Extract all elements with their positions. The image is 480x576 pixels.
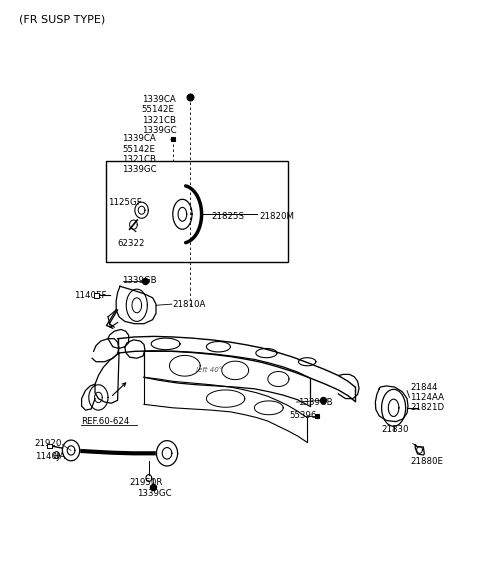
Text: 62322: 62322 xyxy=(118,238,145,248)
Text: 1339GB: 1339GB xyxy=(122,276,157,285)
Polygon shape xyxy=(135,202,148,218)
Text: 21920: 21920 xyxy=(35,439,62,448)
Text: 21820M: 21820M xyxy=(259,212,294,221)
Text: left 40°: left 40° xyxy=(196,367,222,373)
Text: (FR SUSP TYPE): (FR SUSP TYPE) xyxy=(19,14,106,24)
Text: 21810A: 21810A xyxy=(173,300,206,309)
Text: 21825S: 21825S xyxy=(211,212,244,221)
Text: 21844
1124AA
21821D: 21844 1124AA 21821D xyxy=(410,382,444,412)
Bar xyxy=(106,161,288,262)
Polygon shape xyxy=(156,441,178,466)
Text: 21830: 21830 xyxy=(382,425,409,434)
Text: 21880E: 21880E xyxy=(410,457,444,467)
Text: 1140EF: 1140EF xyxy=(74,291,107,300)
Text: 21950R: 21950R xyxy=(130,478,163,487)
Polygon shape xyxy=(130,220,137,229)
Bar xyxy=(47,444,52,448)
Text: 1339CA
55142E
1321CB
1339GC: 1339CA 55142E 1321CB 1339GC xyxy=(122,134,157,175)
Text: 1339GC: 1339GC xyxy=(137,489,171,498)
Bar xyxy=(94,293,99,298)
Polygon shape xyxy=(62,440,80,461)
Polygon shape xyxy=(54,452,60,458)
Text: 1125GF: 1125GF xyxy=(108,198,142,207)
Text: 1140JA: 1140JA xyxy=(35,452,65,461)
Text: 55396: 55396 xyxy=(289,411,317,420)
Text: 1339CA
55142E
1321CB
1339GC: 1339CA 55142E 1321CB 1339GC xyxy=(142,95,176,135)
Text: REF.60-624: REF.60-624 xyxy=(81,417,129,426)
Text: 1339GB: 1339GB xyxy=(298,397,332,407)
